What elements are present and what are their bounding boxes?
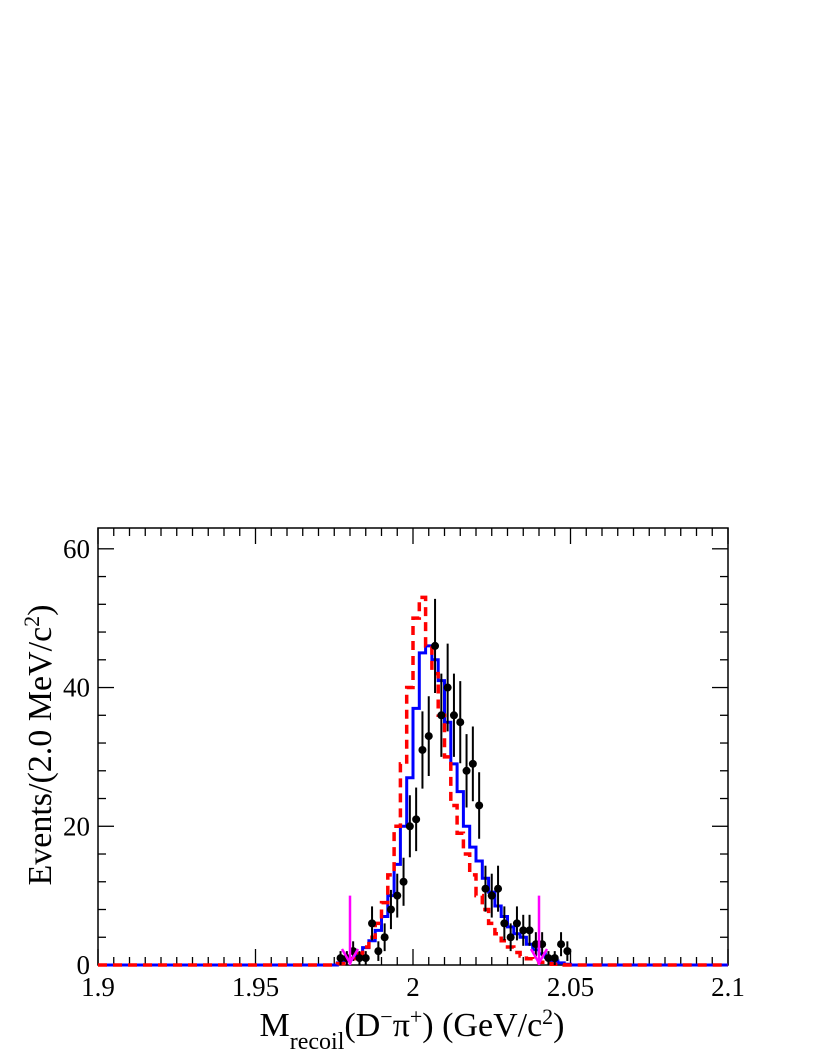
data-point [525,926,534,935]
data-point [487,891,496,900]
data-point [361,954,370,963]
data-point [456,718,465,727]
signal-window-arrowhead [529,948,549,966]
data-point [412,815,421,824]
data-point [443,683,452,692]
data-point [462,766,471,775]
x-axis-title-unit: ) (GeV/c [422,1007,542,1044]
data-point [512,919,521,928]
mc-red-dashed-histogram [98,595,728,967]
data-point [368,919,377,928]
data-point [494,884,503,893]
x-axis-title-main: M [260,1007,290,1044]
data-point [418,745,427,754]
data-point [405,822,414,831]
x-axis-title-pi: π [393,1007,410,1044]
data-point [355,954,364,963]
x-tick-label: 1.9 [81,972,115,1002]
data-point [424,732,433,741]
data-point [393,891,402,900]
data-point [449,711,458,720]
y-axis-title: Events/(2.0 MeV/c2) [19,604,60,885]
x-axis-title-sub: recoil [290,1029,345,1053]
y-tick-label: 0 [77,950,91,980]
signal-window-arrowhead [340,948,360,966]
y-tick-label: 40 [63,673,90,703]
data-point [506,933,515,942]
data-point [563,947,572,956]
x-axis-title: Mrecoil(D−π+) (GeV/c2) [260,1004,565,1053]
data-point [475,801,484,810]
y-axis-title-sup: 2 [19,616,44,627]
data-point [399,877,408,886]
y-axis-title-end: ) [22,604,59,615]
data-point [500,919,509,928]
x-axis-title-sup3: 2 [542,1004,553,1029]
x-axis-title-sup2: + [410,1004,422,1029]
data-point [380,933,389,942]
data-point [437,711,446,720]
data-point [519,926,528,935]
data-point [386,905,395,914]
y-tick-label: 60 [63,534,90,564]
y-tick-label: 20 [63,811,90,841]
data-point [431,641,440,650]
svg-text:Mrecoil(D−π+) (GeV/c2): Mrecoil(D−π+) (GeV/c2) [260,1004,565,1053]
data-point [468,759,477,768]
y-axis-title-main: Events/(2.0 MeV/c [22,627,59,886]
x-axis-title-sup1: − [380,1004,392,1029]
data-point [544,954,553,963]
data-point [550,954,559,963]
x-tick-label: 2.05 [547,972,594,1002]
mc-blue-histogram [98,644,728,967]
data-point [336,954,345,963]
x-tick-label: 2.1 [711,972,745,1002]
x-tick-label: 2 [406,972,420,1002]
x-tick-label: 1.95 [232,972,279,1002]
plot-area: 1.9 1.95 2 2.05 2.1 0 20 40 60 [63,527,745,1002]
data-point [481,884,490,893]
data-point [557,940,566,949]
x-axis-title-mid: (D [344,1007,380,1044]
data-point [374,947,383,956]
x-axis-title-end: ) [553,1007,564,1044]
svg-text:Events/(2.0 MeV/c2): Events/(2.0 MeV/c2) [19,604,60,885]
